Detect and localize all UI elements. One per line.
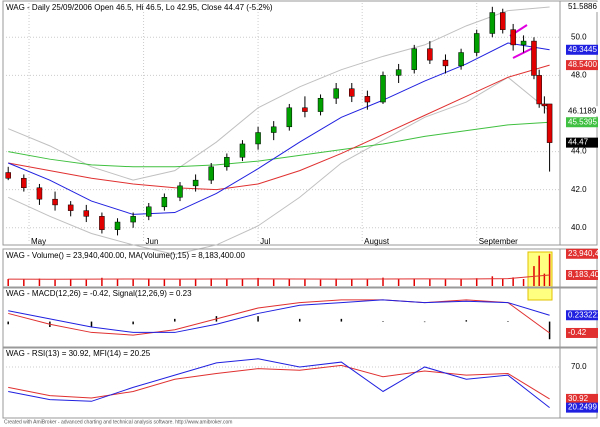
candle-body (546, 103, 553, 143)
candle-body (224, 157, 230, 168)
last-value-box (566, 402, 598, 413)
line-series (8, 299, 550, 333)
candle-body (520, 40, 527, 46)
footer: Created with AmiBroker - advanced charti… (4, 419, 232, 425)
y-tick-label: 40.0 (571, 223, 587, 232)
candle-body (255, 132, 261, 145)
x-tick-label: May (31, 237, 46, 246)
last-value-label: 44.47 (568, 138, 589, 147)
y-tick-label: 70.0 (571, 362, 587, 371)
line-series (8, 121, 550, 168)
last-value-box (566, 393, 598, 404)
last-value-label: 51.5886 (568, 2, 597, 11)
panel-title: WAG - RSI(13) = 30.92, MFI(14) = 20.25 (6, 349, 151, 358)
candle-body (380, 75, 386, 103)
candle-body (473, 33, 480, 53)
candle-body (239, 143, 246, 158)
panel-frame (2, 248, 598, 289)
candle-body (427, 48, 433, 61)
candle-body (270, 126, 277, 133)
last-value-label: 49.3445 (568, 45, 597, 54)
y-tick-label: 48.0 (571, 70, 587, 79)
y-tick-label: 42.0 (571, 185, 587, 194)
candle-body (5, 172, 11, 179)
line-series (8, 274, 550, 280)
panel-title: WAG - Daily 25/09/2006 Open 46.5, Hi 46.… (6, 3, 273, 12)
line-series (8, 6, 550, 181)
candle-body (130, 216, 136, 223)
last-value-label: 8,183,400 (568, 270, 600, 279)
last-value-box (566, 269, 598, 280)
candle-body (349, 88, 355, 97)
x-tick-label: Jul (260, 237, 270, 246)
last-value-label: 0.233221 (568, 310, 600, 319)
last-value-label: 46.1189 (568, 106, 597, 115)
candle-body (510, 29, 516, 46)
candle-body (21, 177, 27, 189)
candle-body (541, 103, 548, 107)
last-value-box (566, 2, 598, 13)
candle-body (161, 197, 168, 208)
last-value-box (566, 310, 598, 321)
candle-body (67, 204, 74, 211)
candle-body (531, 40, 537, 76)
line-series (7, 76, 550, 255)
line-series (8, 42, 550, 215)
y-tick-label: 44.0 (571, 147, 587, 156)
line-series (8, 364, 550, 400)
candle-body (395, 69, 402, 76)
x-tick-label: August (364, 237, 390, 246)
last-value-box (566, 106, 598, 117)
line-series (8, 64, 550, 191)
last-value-box (566, 117, 598, 128)
line-series (8, 358, 550, 409)
last-value-box (566, 327, 598, 338)
candle-body (442, 59, 449, 67)
candle-body (458, 52, 464, 67)
y-tick-label: 50.0 (571, 32, 587, 41)
last-value-box (566, 248, 598, 259)
last-value-label: 45.5395 (568, 117, 597, 126)
candle-body (83, 210, 90, 217)
candle-body (146, 206, 152, 217)
candle-body (177, 185, 183, 198)
candle-body (302, 107, 308, 112)
candle-body (499, 12, 506, 30)
last-value-label: 30.92 (568, 394, 589, 403)
candle-body (114, 221, 121, 230)
panel-frame (2, 346, 598, 419)
last-value-box (566, 137, 598, 148)
candle-body (536, 75, 542, 105)
x-tick-label: September (479, 237, 518, 246)
candle-body (333, 88, 339, 99)
last-value-label: -0.42 (568, 328, 587, 337)
candle-body (364, 96, 371, 103)
candle-body (52, 198, 58, 206)
x-tick-label: Jun (146, 237, 159, 246)
candle-body (489, 12, 496, 34)
candle-body (99, 216, 105, 230)
last-value-label: 23,940,400 (568, 249, 600, 258)
last-value-label: 48.5400 (568, 60, 597, 69)
candle-body (208, 166, 214, 181)
last-value-box (566, 44, 598, 55)
line-series (8, 299, 550, 336)
panel-title: WAG - MACD(12,26) = -0.42, Signal(12,26,… (6, 289, 192, 298)
candle-body (286, 107, 293, 128)
candle-body (317, 97, 324, 112)
last-value-box (566, 60, 598, 71)
candle-body (36, 187, 43, 200)
last-value-label: 20.2499 (568, 403, 597, 412)
candle-body (411, 48, 417, 70)
candle-body (192, 179, 199, 187)
panel-title: WAG - Volume() = 23,940,400.00, MA(Volum… (6, 251, 245, 260)
